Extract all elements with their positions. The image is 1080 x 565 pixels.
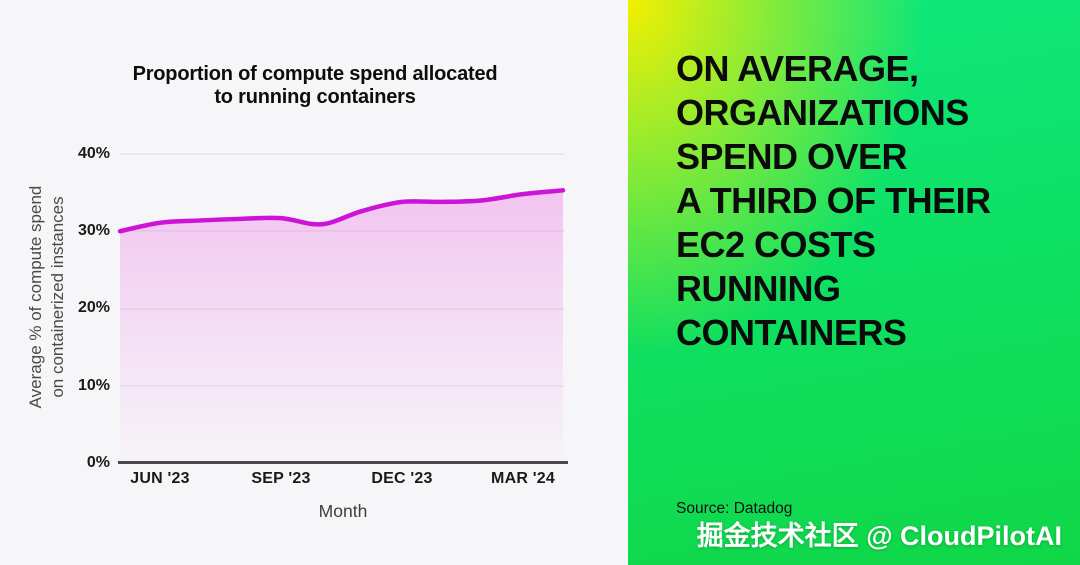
chart-title: Proportion of compute spend allocated to…: [132, 63, 498, 108]
y-tick-0: 0%: [86, 454, 110, 471]
source-attribution: Source: Datadog: [676, 500, 793, 517]
x-tick-sep23: SEP '23: [251, 470, 311, 487]
area-fill: [120, 190, 563, 463]
y-tick-20: 20%: [77, 299, 110, 316]
x-tick-mar24: MAR '24: [491, 470, 555, 487]
gridline-40: [120, 153, 565, 155]
x-tick-jun23: JUN '23: [130, 470, 190, 487]
x-tick-dec23: DEC '23: [371, 470, 433, 487]
trend-line: [117, 188, 566, 234]
chart-panel: Proportion of compute spend allocated to…: [26, 63, 568, 521]
x-axis-title: Month: [318, 501, 368, 521]
headline-text: ON AVERAGE, ORGANIZATIONS SPEND OVER A T…: [676, 48, 991, 353]
y-axis-label: Average % of compute spend on containeri…: [26, 185, 67, 409]
headline-panel: ON AVERAGE, ORGANIZATIONS SPEND OVER A T…: [628, 0, 1080, 565]
y-tick-10: 10%: [77, 377, 110, 394]
x-axis-line: [118, 461, 568, 464]
watermark-text: 掘金技术社区 @ CloudPilotAI: [696, 521, 1062, 551]
y-tick-30: 30%: [77, 222, 110, 239]
y-tick-40: 40%: [77, 145, 110, 162]
area-chart: [117, 188, 566, 463]
